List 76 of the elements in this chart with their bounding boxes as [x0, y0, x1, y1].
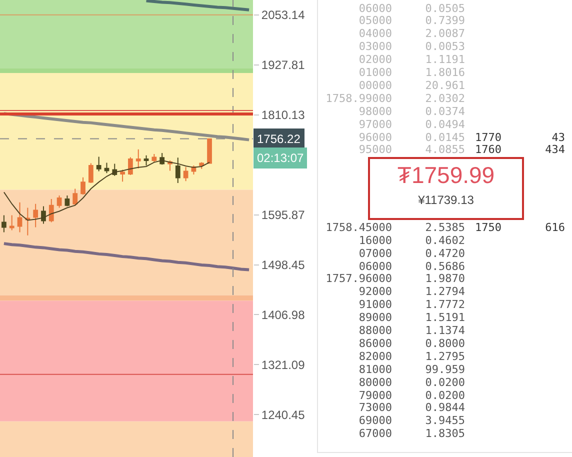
data-label: 1.7772: [425, 298, 465, 312]
data-label: 1.8016: [425, 66, 465, 79]
data-label: 0.0494: [425, 118, 465, 131]
category-label: 06000: [358, 260, 392, 272]
category-label: 1758.45000: [326, 220, 392, 234]
data-label: 0.4602: [425, 234, 465, 247]
category-label: 00000: [358, 78, 392, 92]
data-label: 0.0053: [425, 40, 465, 54]
data-label: 434: [545, 143, 565, 156]
text: ¥11739.13: [417, 192, 475, 207]
category-label: 91000: [358, 298, 392, 312]
category-label: 04000: [358, 27, 392, 40]
category-label: 89000: [358, 311, 392, 324]
data-label: 1.9870: [425, 272, 465, 286]
data-label: 43: [552, 130, 565, 144]
category-label: 88000: [358, 324, 392, 337]
category-label: 96000: [358, 130, 392, 144]
data-label: 99.959: [425, 362, 465, 376]
category-label: 05000: [358, 14, 392, 28]
category-label: 03000: [358, 40, 392, 54]
data-label: 0.0505: [425, 2, 465, 14]
category-label: 86000: [358, 336, 392, 350]
data-label: 2.5385: [425, 220, 465, 234]
category-label: 07000: [358, 246, 392, 260]
data-label: 0.8000: [425, 336, 465, 350]
data-label: 3.9455: [425, 414, 465, 428]
category-label: 79000: [358, 388, 392, 402]
data-label: 0.4720: [425, 246, 465, 260]
data-label: 1750: [475, 220, 502, 234]
data-label: 20.961: [425, 78, 465, 92]
category-label: 06000: [358, 2, 392, 14]
y-tick-label: 1321.09: [261, 358, 306, 372]
data-label: 0.7399: [425, 14, 465, 28]
category-label: 81000: [358, 362, 392, 376]
category-label: 67000: [358, 427, 392, 440]
category-label: 82000: [358, 350, 392, 363]
y-tick-label: 1406.98: [261, 308, 306, 322]
category-label: 92000: [358, 285, 392, 298]
category-label: 69000: [358, 414, 392, 428]
data-label: 1.1191: [425, 53, 465, 66]
data-label: 1.2795: [425, 350, 465, 363]
data-label: 0.0145: [425, 130, 465, 144]
data-label: 1.1374: [425, 324, 465, 337]
data-label: 1.8305: [425, 427, 465, 440]
data-label: 1770: [475, 130, 502, 144]
text: 02:13:07: [257, 151, 304, 165]
text: ₮1759.99: [396, 162, 496, 188]
category-label: 01000: [358, 66, 392, 79]
data-label: 1760: [475, 143, 502, 156]
ref-line-label: 1756.22: [257, 132, 301, 146]
category-label: 73000: [358, 401, 392, 414]
data-label: 1.5191: [425, 311, 465, 324]
category-label: 95000: [358, 143, 392, 156]
category-label: 1758.99000: [326, 92, 392, 105]
category-label: 02000: [358, 53, 392, 66]
data-label: 0.0200: [425, 376, 465, 389]
category-label: 1757.96000: [326, 272, 392, 286]
category-label: 16000: [358, 234, 392, 247]
data-label: 0.0200: [425, 388, 465, 402]
data-label: 2.0087: [425, 27, 465, 40]
y-tick-label: 1927.81: [261, 58, 306, 72]
data-label: 2.0302: [425, 92, 465, 105]
data-label: 1.2794: [425, 285, 465, 298]
y-tick-label: 1595.87: [261, 208, 306, 222]
category-label: 97000: [358, 118, 392, 131]
y-tick-label: 1810.13: [261, 108, 306, 122]
data-label: 0.0374: [425, 104, 465, 118]
data-label: 0.9844: [425, 401, 465, 414]
category-label: 80000: [358, 376, 392, 389]
y-tick-label: 1498.45: [261, 258, 306, 272]
data-label: 4.0855: [425, 143, 465, 156]
y-tick-label: 2053.14: [261, 8, 306, 22]
data-label: 616: [545, 220, 565, 234]
y-tick-label: 1240.45: [261, 408, 306, 422]
category-label: 98000: [358, 104, 392, 118]
data-label: 0.5686: [425, 260, 465, 272]
